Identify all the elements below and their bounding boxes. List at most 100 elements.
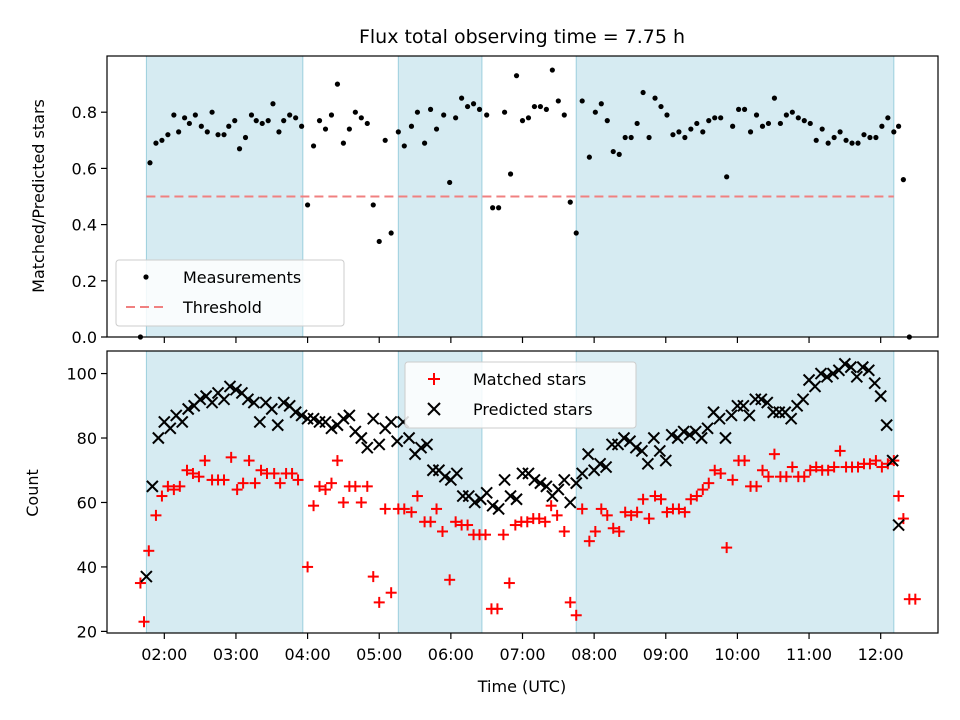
matched-star-point: [431, 503, 443, 515]
bottom-y-axis-ticks: 20 40 60 80 100: [66, 365, 107, 641]
predicted-star-point: [492, 502, 505, 516]
predicted-star-point: [229, 383, 243, 396]
measurement-point: [395, 129, 401, 135]
measurement-point: [777, 120, 783, 127]
matched-star-point: [187, 467, 199, 479]
measurement-point: [682, 134, 688, 141]
measurement-point: [299, 123, 305, 129]
legend-marker-matched: [428, 373, 440, 385]
measurement-point: [346, 126, 352, 132]
matched-star-point: [361, 480, 373, 492]
matched-star-point: [673, 503, 685, 515]
predicted-star-point: [653, 444, 667, 458]
measurement-point: [598, 101, 604, 107]
predicted-star-point: [241, 393, 255, 406]
predicted-star-point: [265, 402, 278, 416]
matched-star-point: [218, 474, 230, 486]
predicted-star-point: [343, 409, 356, 422]
measurement-point: [259, 120, 265, 127]
matched-star-point: [685, 493, 697, 505]
x-tick-label: 07:00: [499, 645, 545, 664]
measurement-point: [579, 98, 585, 104]
predicted-star-point: [271, 418, 284, 432]
measurement-point: [843, 137, 849, 143]
matched-star-point: [337, 496, 349, 508]
matched-star-point: [607, 522, 619, 534]
predicted-star-point: [570, 476, 583, 490]
measurement-point: [555, 98, 561, 104]
measurement-point: [759, 123, 766, 129]
measurement-point: [670, 132, 676, 138]
measurement-point: [376, 238, 382, 245]
predicted-star-point: [695, 431, 708, 445]
bottom-legend: Matched stars Predicted stars: [404, 361, 637, 429]
measurement-point: [861, 132, 867, 138]
matched-star-point: [864, 458, 876, 470]
measurement-point: [604, 118, 610, 124]
predicted-star-point: [295, 409, 308, 422]
measurement-point: [236, 146, 243, 152]
measurement-point: [813, 137, 819, 143]
measurement-point: [186, 120, 192, 127]
bottom-axes-frame: [106, 350, 939, 634]
measurement-point: [885, 115, 891, 121]
measurement-point: [322, 126, 329, 132]
matched-star-point: [509, 519, 521, 531]
matched-star-point: [193, 471, 205, 483]
predicted-star-point: [665, 428, 678, 442]
predicted-star-point: [152, 431, 165, 445]
matched-star-point: [691, 490, 703, 502]
measurement-point: [537, 103, 544, 110]
measurement-point: [795, 115, 801, 121]
measurement-point: [531, 103, 538, 110]
measurement-point: [421, 140, 428, 146]
measurement-point: [226, 123, 232, 129]
matched-star-point: [786, 461, 798, 473]
measurement-point: [664, 112, 670, 118]
matched-star-point: [249, 477, 261, 489]
measurement-point: [895, 123, 902, 129]
matched-star-point: [286, 467, 298, 479]
predicted-star-point: [826, 367, 840, 380]
predicted-star-point: [659, 454, 672, 467]
predicted-star-point: [701, 422, 714, 435]
measurement-point: [364, 120, 370, 127]
measurement-point: [265, 118, 271, 124]
bottom-y-axis-label: Count: [23, 469, 42, 517]
matched-star-point: [564, 596, 576, 608]
matched-star-point: [533, 513, 545, 525]
measurement-point: [640, 89, 646, 96]
measurement-point: [525, 115, 532, 121]
matched-star-point: [768, 448, 780, 460]
matched-star-point: [225, 451, 237, 463]
matched-star-point: [539, 516, 551, 528]
measurement-point: [270, 101, 276, 107]
measurement-point: [408, 123, 415, 129]
x-tick-label: 03:00: [213, 645, 259, 664]
measurement-point: [592, 109, 598, 115]
matched-star-point: [595, 503, 607, 515]
predicted-star-point: [575, 467, 589, 480]
measurement-point: [561, 112, 567, 118]
measurement-point: [610, 148, 616, 155]
measurement-point: [807, 120, 813, 127]
measurement-point: [652, 95, 658, 101]
matched-star-point: [199, 455, 211, 467]
predicted-star-point: [217, 393, 231, 406]
measurement-point: [706, 118, 712, 124]
predicted-star-point: [223, 380, 237, 393]
matched-star-point: [231, 484, 243, 496]
matched-star-point: [897, 513, 909, 525]
predicted-star-point: [146, 480, 159, 493]
measurement-point: [724, 174, 730, 180]
y-tick-label: 80: [77, 429, 97, 448]
predicted-star-point: [164, 422, 177, 435]
predicted-star-point: [450, 467, 464, 480]
matched-star-point: [437, 525, 449, 537]
predicted-star-point: [850, 370, 864, 383]
predicted-star-point: [641, 457, 655, 471]
predicted-star-point: [677, 425, 690, 438]
matched-star-point: [545, 500, 557, 512]
x-tick-label: 04:00: [285, 645, 331, 664]
